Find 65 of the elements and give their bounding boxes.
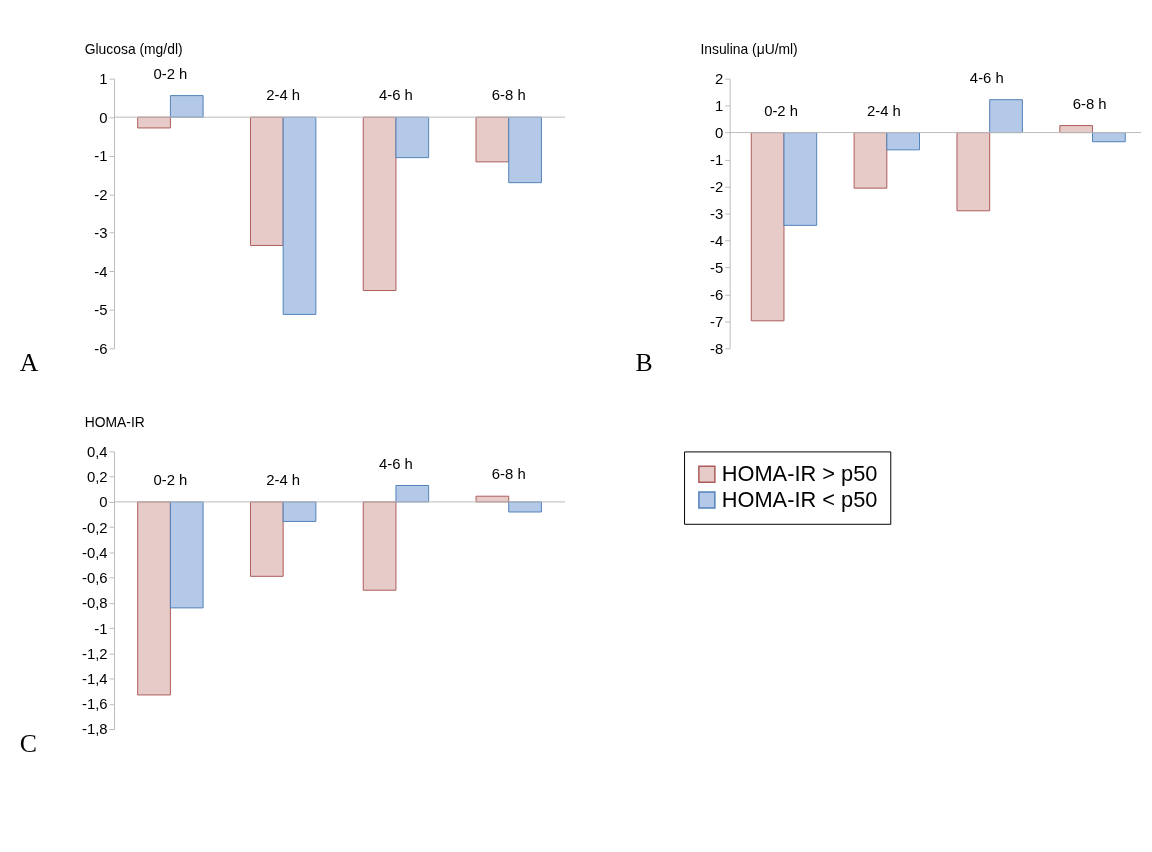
y-tick-label: -4 (710, 232, 724, 249)
x-tick-label: 6-8 h (491, 466, 526, 483)
y-tick-label: -1,8 (81, 721, 108, 738)
y-tick-label: -6 (710, 286, 724, 303)
y-tick-label: -2 (94, 186, 108, 203)
y-tick-label: -3 (94, 225, 108, 242)
y-tick-label: -1 (94, 148, 108, 165)
bar (395, 484, 430, 503)
y-tick-label: -1,6 (81, 696, 108, 713)
bar (853, 132, 888, 189)
y-tick-label: -5 (710, 259, 724, 276)
y-axis-title: Glucosa (mg/dl) (84, 41, 183, 58)
x-tick-label: 2-4 h (266, 87, 301, 104)
text: A (19, 348, 39, 378)
y-tick-label: -8 (710, 340, 724, 357)
y-tick-label: -4 (94, 263, 108, 280)
text: C (19, 728, 38, 758)
y-axis-title: Insulina (μU/ml) (700, 41, 798, 58)
y-tick-label: 0,4 (86, 443, 108, 460)
y-tick-label: 1 (99, 71, 108, 88)
bar (508, 501, 542, 513)
bar (362, 501, 397, 591)
x-tick-label: 2-4 h (266, 472, 301, 489)
y-tick-label: 0 (714, 125, 724, 142)
x-tick-label: 4-6 h (379, 87, 413, 104)
bar (956, 132, 991, 212)
y-tick-label: -7 (710, 313, 724, 330)
x-tick-label: 4-6 h (969, 69, 1004, 86)
legend-label: HOMA-IR > p50 (721, 461, 878, 487)
y-tick-label: -5 (94, 302, 108, 319)
y-tick-label: -2 (710, 178, 724, 195)
y-tick-label: 0 (99, 109, 108, 126)
x-tick-label: 0-2 h (764, 102, 799, 119)
x-tick-label: 6-8 h (491, 87, 526, 104)
y-tick-label: 2 (714, 71, 724, 88)
y-tick-label: -0,8 (81, 595, 108, 612)
y-axis-title: HOMA-IR (84, 414, 145, 431)
x-tick-label: 0-2 h (153, 472, 188, 489)
x-tick-label: 0-2 h (153, 65, 188, 82)
y-tick-label: -3 (710, 205, 724, 222)
bar (989, 99, 1023, 134)
y-tick-label: -1 (710, 152, 724, 169)
x-tick-label: 6-8 h (1072, 95, 1107, 112)
y-tick-label: -1,4 (81, 671, 108, 687)
bar (282, 501, 317, 522)
bar (169, 501, 204, 609)
y-tick-label: 0,2 (86, 469, 108, 486)
y-tick-label: 0 (99, 494, 108, 511)
y-tick-label: 1 (714, 98, 724, 115)
y-tick-label: -1,2 (81, 645, 108, 662)
y-tick-label: -0,4 (81, 544, 108, 561)
x-tick-label: 2-4 h (867, 102, 901, 119)
bar (1092, 132, 1126, 143)
legend-label: HOMA-IR < p50 (721, 486, 878, 512)
y-tick-label: -1 (94, 620, 108, 637)
text: B (635, 348, 653, 378)
x-tick-label: 4-6 h (379, 455, 413, 472)
bar (249, 501, 284, 577)
bar (783, 132, 818, 226)
bar (137, 501, 171, 696)
y-tick-label: -0,6 (81, 570, 108, 587)
y-tick-label: -0,2 (81, 519, 108, 536)
bar (886, 132, 921, 151)
bar (750, 132, 785, 322)
y-tick-label: -6 (94, 340, 108, 357)
